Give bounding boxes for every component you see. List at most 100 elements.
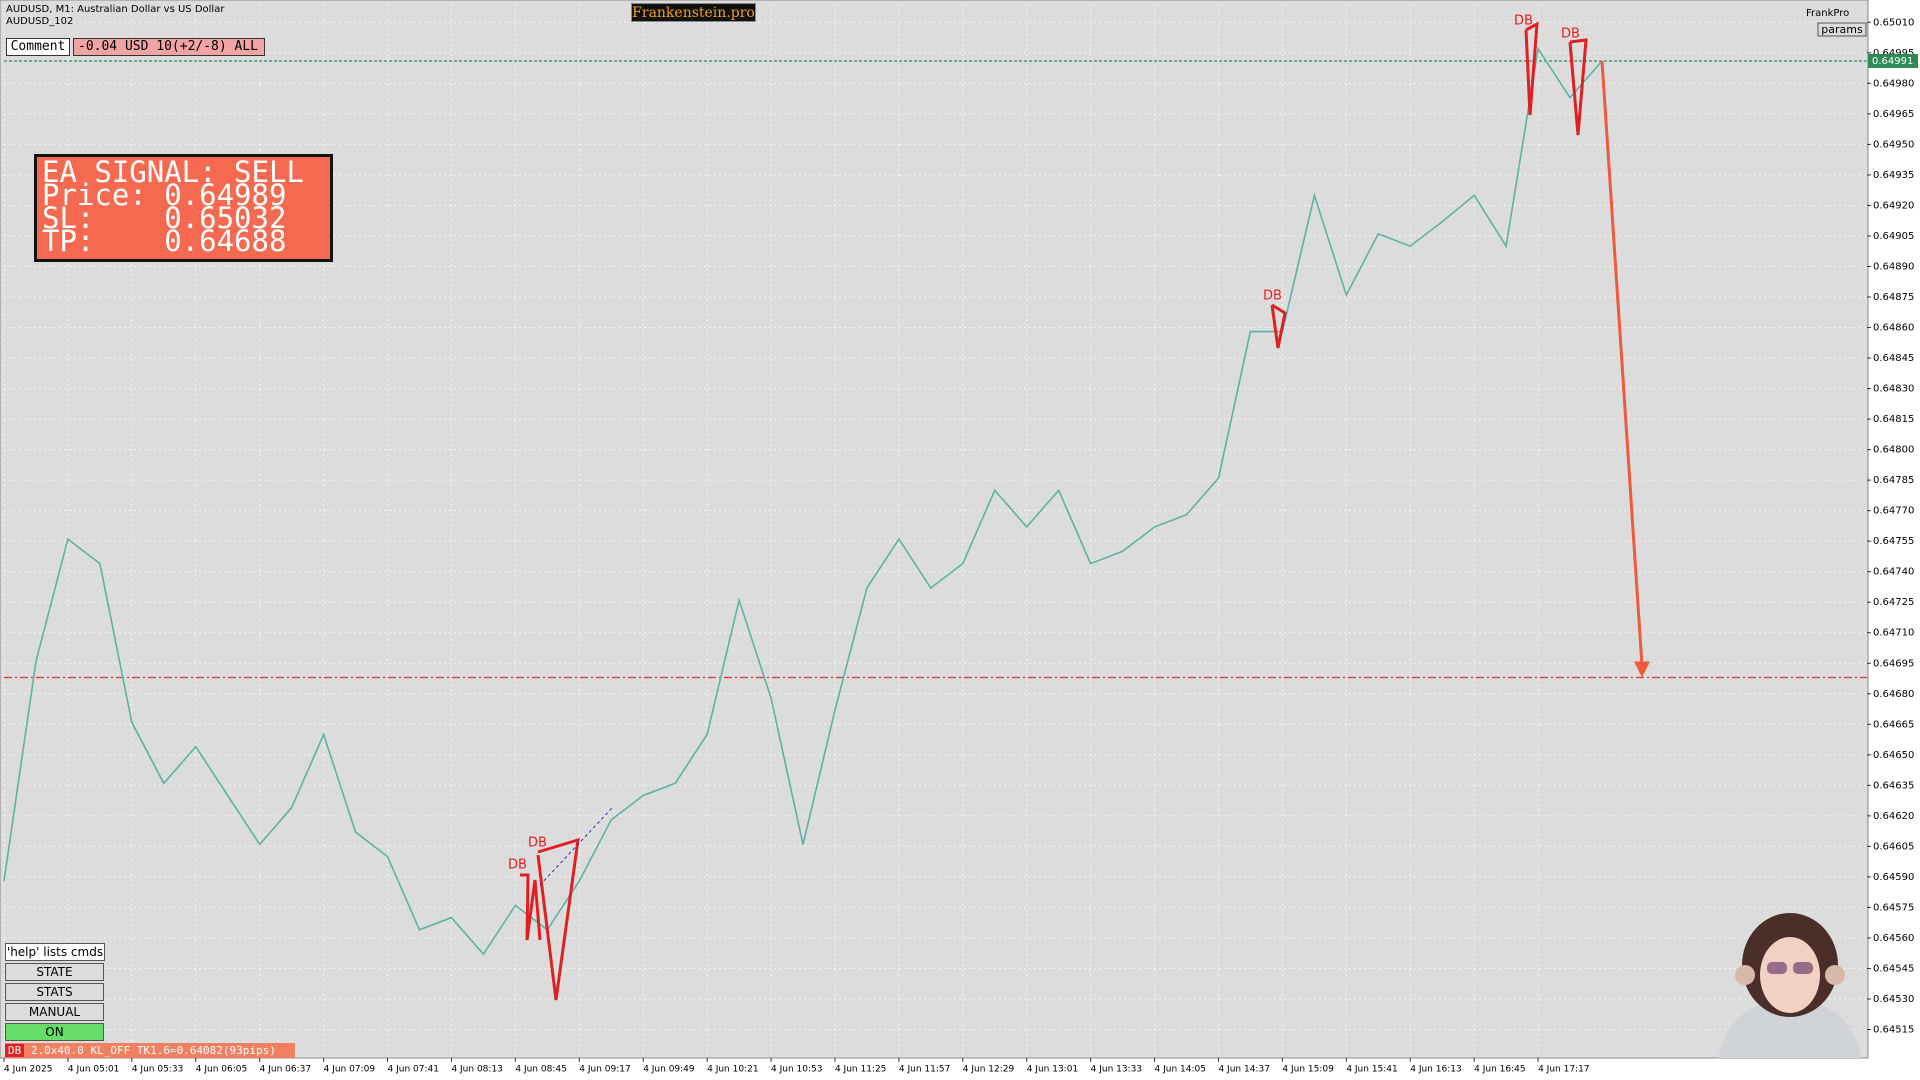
command-button[interactable]: MANUAL — [5, 1003, 104, 1021]
forecast-arrowhead — [1634, 661, 1650, 678]
y-tick-label: 0.64950 — [1873, 139, 1914, 150]
signal-panel: EA SIGNAL: SELL Price: 0.64989 SL: 0.65032… — [34, 154, 333, 262]
x-tick-label: 4 Jun 14:37 — [1218, 1065, 1269, 1075]
y-tick-label: 0.64875 — [1873, 292, 1914, 303]
y-tick-label: 0.64560 — [1873, 933, 1914, 944]
y-tick-label: 0.64620 — [1873, 811, 1914, 822]
x-tick-label: 4 Jun 08:45 — [515, 1065, 566, 1075]
forecast-arrow — [1600, 60, 1644, 666]
x-tick-label: 4 Jun 17:17 — [1538, 1065, 1589, 1075]
pattern-drawings — [520, 21, 1588, 1001]
x-tick-label: 4 Jun 06:37 — [260, 1065, 311, 1075]
avatar-face — [1760, 937, 1820, 1013]
pattern-label: DB — [1561, 27, 1580, 42]
y-tick-label: 0.64650 — [1873, 750, 1914, 761]
command-button[interactable]: STATE — [5, 963, 104, 981]
frankpro-label: FrankPro — [1806, 8, 1849, 19]
y-tick-label: 0.64770 — [1873, 506, 1914, 517]
y-tick-label: 0.64980 — [1873, 78, 1914, 89]
y-tick-label: 0.64755 — [1873, 536, 1914, 547]
x-tick-label: 4 Jun 09:49 — [643, 1065, 695, 1075]
pattern-label: DB — [1263, 289, 1282, 304]
y-tick-label: 0.64635 — [1873, 780, 1914, 791]
y-tick-label: 0.64905 — [1873, 231, 1914, 242]
symbol-subtitle: AUDUSD_102 — [6, 16, 73, 27]
signal-line: Price: 0.64989 — [42, 178, 287, 212]
command-button[interactable]: ON — [5, 1023, 104, 1041]
x-tick-label: 4 Jun 16:13 — [1410, 1065, 1461, 1075]
x-tick-label: 4 Jun 08:13 — [451, 1065, 502, 1075]
command-button[interactable]: STATS — [5, 983, 104, 1001]
x-tick-label: 4 Jun 05:01 — [68, 1065, 119, 1075]
pattern-shape — [1568, 38, 1588, 136]
bid-label-box — [1868, 53, 1918, 68]
x-tick-label: 4 Jun 16:45 — [1474, 1065, 1525, 1075]
x-tick-label: 4 Jun 09:17 — [579, 1065, 630, 1075]
x-tick-label: 4 Jun 13:33 — [1091, 1065, 1142, 1075]
y-tick-label: 0.64995 — [1873, 48, 1914, 59]
y-tick-label: 0.64965 — [1873, 109, 1914, 120]
avatar-headphone — [1825, 965, 1845, 985]
y-tick-label: 0.64740 — [1873, 567, 1914, 578]
pattern-shape — [520, 873, 542, 941]
y-tick-label: 0.64845 — [1873, 353, 1914, 364]
params-label[interactable]: params — [1821, 23, 1863, 36]
x-tick-label: 4 Jun 11:57 — [899, 1065, 950, 1075]
avatar — [1718, 913, 1862, 1058]
pattern-label: DB — [1514, 14, 1533, 29]
pattern-shape — [1524, 21, 1539, 116]
status-tag: DB — [5, 1044, 25, 1057]
x-tick-label: 4 Jun 15:09 — [1282, 1065, 1334, 1075]
annotations: DB DB DB DB DB — [508, 14, 1580, 873]
comment-label: Comment — [6, 38, 70, 56]
y-tick-label: 0.64710 — [1873, 628, 1914, 639]
avatar-glasses — [1767, 962, 1787, 974]
avatar-glasses — [1793, 962, 1813, 974]
params-button[interactable] — [1817, 22, 1867, 37]
avatar-body — [1718, 1000, 1862, 1058]
signal-line: SL: 0.65032 — [42, 201, 287, 235]
status-bar: DB 2.0x40.0 KL_OFF TK1.6=0.64082(93pips) — [5, 1043, 295, 1058]
y-tick-label: 0.64590 — [1873, 872, 1914, 883]
y-tick-label: 0.64515 — [1873, 1025, 1914, 1036]
y-tick-label: 0.64800 — [1873, 445, 1914, 456]
y-tick-label: 0.64860 — [1873, 323, 1914, 334]
y-tick-label: 0.64575 — [1873, 902, 1914, 913]
status-text: 2.0x40.0 KL_OFF TK1.6=0.64082(93pips) — [30, 1044, 276, 1057]
x-tick-label: 4 Jun 13:01 — [1027, 1065, 1078, 1075]
y-tick-label: 0.64830 — [1873, 384, 1914, 395]
y-tick-label: 0.65010 — [1873, 17, 1914, 28]
x-tick-label: 4 Jun 2025 — [4, 1065, 52, 1075]
symbol-title: AUDUSD, M1: Australian Dollar vs US Doll… — [6, 4, 225, 15]
pattern-label: DB — [508, 858, 527, 873]
signal-line: TP: 0.64688 — [42, 224, 287, 258]
comment-value: -0.04 USD 10(+2/-8) ALL — [73, 38, 265, 56]
y-tick-label: 0.64680 — [1873, 689, 1914, 700]
bid-label: 0.64991 — [1872, 56, 1913, 67]
y-tick-label: 0.64665 — [1873, 719, 1914, 730]
help-button[interactable]: 'help' lists cmds — [5, 943, 105, 961]
pattern-shape — [536, 837, 580, 1001]
y-tick-label: 0.64725 — [1873, 597, 1914, 608]
pattern-label: DB — [528, 836, 547, 851]
y-tick-label: 0.64545 — [1873, 963, 1914, 974]
y-tick-label: 0.64935 — [1873, 170, 1914, 181]
x-tick-label: 4 Jun 05:33 — [132, 1065, 183, 1075]
x-tick-label: 4 Jun 07:41 — [388, 1065, 439, 1075]
x-tick-label: 4 Jun 14:05 — [1155, 1065, 1206, 1075]
x-tick-label: 4 Jun 06:05 — [196, 1065, 247, 1075]
y-tick-label: 0.64920 — [1873, 200, 1914, 211]
y-tick-label: 0.64530 — [1873, 994, 1914, 1005]
price-line — [3, 46, 1603, 956]
y-tick-label: 0.64605 — [1873, 841, 1914, 852]
y-tick-label: 0.64815 — [1873, 414, 1914, 425]
x-tick-label: 4 Jun 10:21 — [707, 1065, 758, 1075]
brand-label: Frankenstein.pro — [631, 3, 756, 22]
y-tick-label: 0.64695 — [1873, 658, 1914, 669]
avatar-headphone — [1735, 965, 1755, 985]
pattern-shape — [1270, 303, 1287, 349]
x-tick-label: 4 Jun 07:09 — [324, 1065, 376, 1075]
x-tick-label: 4 Jun 11:25 — [835, 1065, 886, 1075]
x-tick-label: 4 Jun 15:41 — [1346, 1065, 1397, 1075]
